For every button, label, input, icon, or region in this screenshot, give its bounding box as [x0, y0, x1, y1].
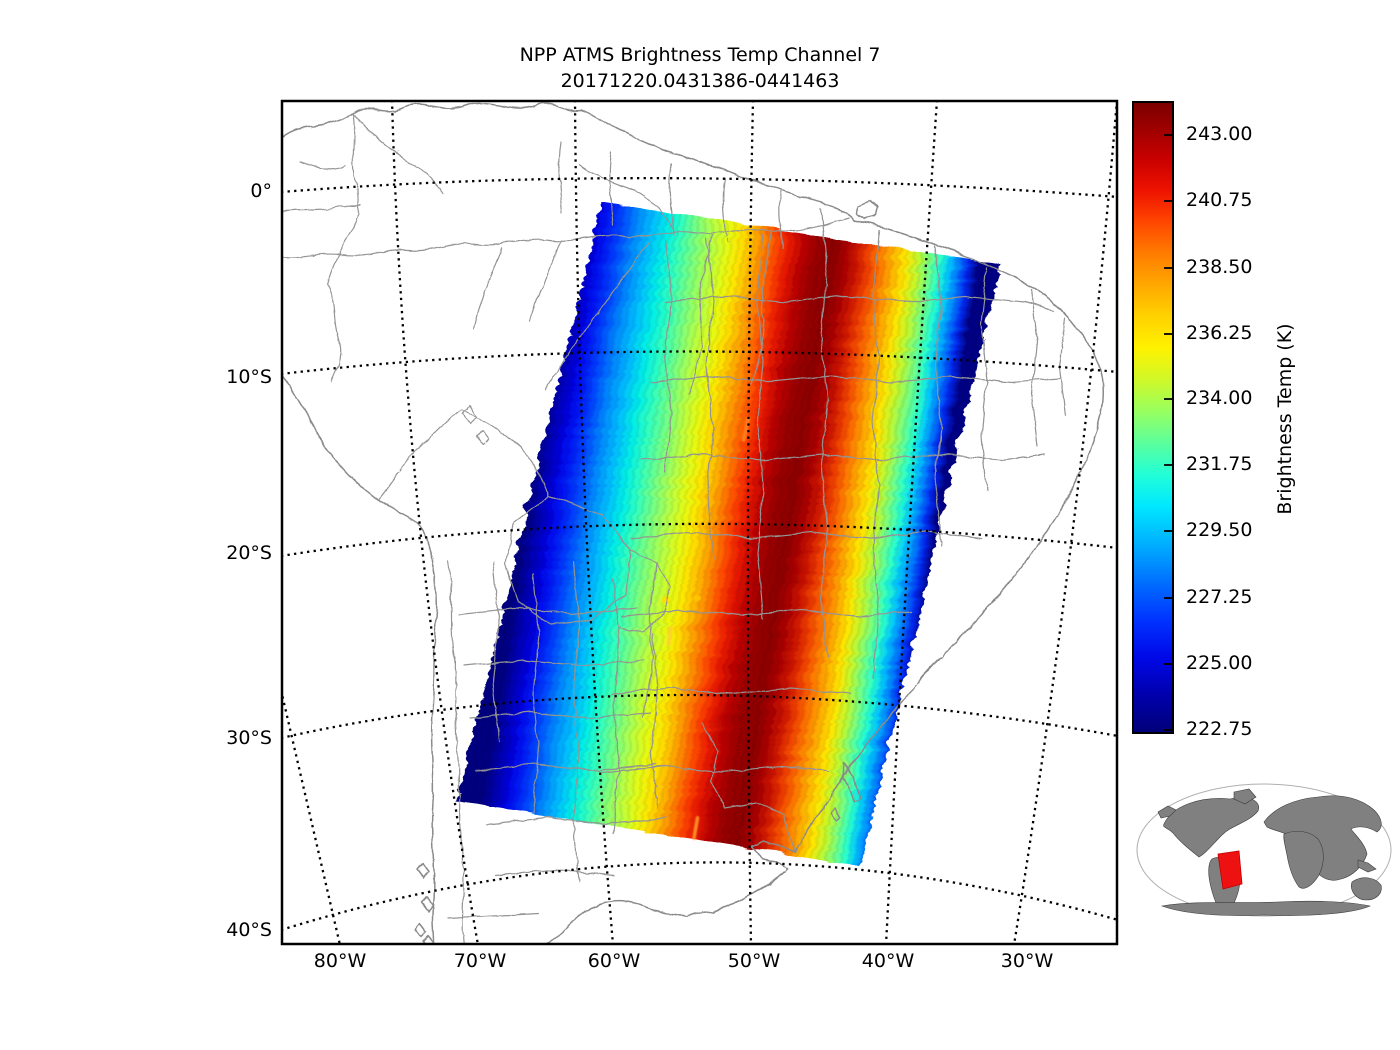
cb-tick-225: 225.00 — [1186, 652, 1253, 674]
figure-subtitle: 20171220.0431386-0441463 — [560, 70, 840, 92]
cb-tick-238-50: 238.50 — [1186, 256, 1253, 278]
colorbar-ticks — [1164, 134, 1173, 731]
cb-tick-227-25: 227.25 — [1186, 586, 1253, 608]
inset-swath-highlight — [1217, 850, 1243, 890]
cb-tick-236-25: 236.25 — [1186, 322, 1253, 344]
meridian-40W — [884, 101, 939, 944]
lat-tick-10s: 10°S — [226, 366, 272, 388]
graticule-layer — [282, 101, 1117, 944]
parallel-40S — [282, 861, 1117, 931]
meridian-60W — [573, 101, 615, 944]
figure-title-block: NPP ATMS Brightness Temp Channel 7 20171… — [300, 42, 1100, 94]
figure-title: NPP ATMS Brightness Temp Channel 7 — [519, 44, 881, 66]
cb-tick-243: 243.00 — [1186, 123, 1253, 145]
lon-tick-60w: 60°W — [587, 950, 641, 972]
lat-tick-20s: 20°S — [226, 542, 272, 564]
parallel-10S — [282, 350, 1117, 376]
inset-world-map — [1136, 783, 1392, 917]
lon-tick-80w: 80°W — [313, 950, 367, 972]
cb-tick-222-75: 222.75 — [1186, 718, 1253, 740]
cb-tick-229-50: 229.50 — [1186, 519, 1253, 541]
meridian-80W — [282, 689, 341, 944]
inset-continents — [1157, 788, 1382, 916]
lat-tick-30s: 30°S — [226, 727, 272, 749]
lon-tick-40w: 40°W — [861, 950, 915, 972]
satellite-swath — [455, 199, 998, 864]
coastline-layer — [282, 101, 1103, 944]
plot-frame — [280, 99, 1119, 946]
cb-tick-240-75: 240.75 — [1186, 189, 1253, 211]
lon-tick-70w: 70°W — [453, 950, 507, 972]
lon-tick-50w: 50°W — [727, 950, 781, 972]
map-area — [282, 101, 1117, 944]
parallel-30S — [282, 693, 1117, 739]
lat-tick-0: 0° — [250, 180, 272, 202]
cb-tick-231-75: 231.75 — [1186, 453, 1253, 475]
colorbar-axis-title: Brightness Temp (K) — [1274, 323, 1296, 515]
parallel-0deg — [282, 177, 1117, 199]
swath-hot-spots — [661, 416, 751, 840]
colorbar-gradient — [1132, 101, 1174, 734]
parallel-20S — [282, 522, 1117, 558]
meridian-70W — [390, 101, 479, 944]
colorbar — [1132, 101, 1174, 734]
lat-tick-40s: 40°S — [226, 919, 272, 941]
lon-tick-30w: 30°W — [1000, 950, 1054, 972]
cb-tick-234: 234.00 — [1186, 387, 1253, 409]
meridian-30W — [1012, 101, 1117, 944]
border-layer — [282, 112, 1065, 944]
